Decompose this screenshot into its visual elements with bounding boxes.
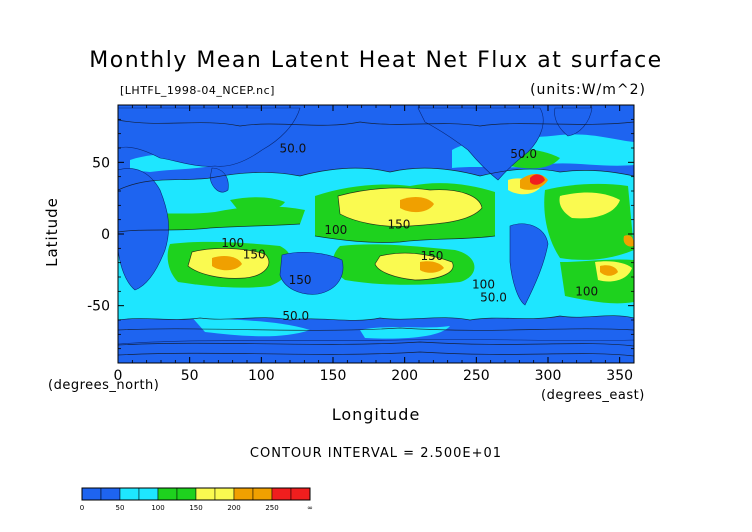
colorbar-swatch: [233, 487, 254, 501]
india: [209, 167, 229, 193]
contour-value-label: 50.0: [280, 141, 307, 155]
africa: [118, 168, 169, 291]
colorbar-frame: [81, 487, 311, 501]
x-tick-label: 250: [463, 368, 490, 384]
x-tick-label: 100: [248, 368, 275, 384]
colorbar-tick-label: 200: [227, 504, 240, 512]
antarctica: [118, 339, 634, 363]
x-tick-label: 0: [114, 368, 123, 384]
contour-value-label: 100: [324, 223, 347, 237]
units-label: (units:W/m^2): [530, 82, 646, 98]
eurasia: [118, 107, 301, 167]
colorbar-swatch: [290, 487, 311, 501]
colorbar-swatch: [176, 487, 197, 501]
x-axis-title: Longitude: [331, 405, 421, 424]
contour-value-label: 50.0: [480, 290, 507, 304]
contour-value-label: 150: [420, 249, 443, 263]
colorbar-swatch: [214, 487, 235, 501]
colorbar-swatch: [100, 487, 121, 501]
contour-value-label: 50.0: [282, 309, 309, 323]
colorbar-tick-label: 150: [189, 504, 202, 512]
y-tick-label: 50: [92, 155, 110, 171]
colorbar-tick-label: 100: [151, 504, 164, 512]
x-tick-label: 150: [320, 368, 347, 384]
colorbar-tick-label: ∞: [307, 504, 313, 512]
contour-value-label: 150: [243, 247, 266, 261]
contour-value-label: 100: [575, 285, 598, 299]
colorbar-swatch: [195, 487, 216, 501]
red-band: [530, 174, 545, 185]
contour-value-label: 100: [221, 236, 244, 250]
australia: [279, 251, 344, 295]
colorbar-tick-label: 50: [116, 504, 125, 512]
colorbar-swatch: [252, 487, 273, 501]
y-tick-label: -50: [87, 299, 110, 315]
colorbar: 0 50 100 150 200 250 ∞: [80, 487, 313, 512]
colorbar-swatch: [119, 487, 140, 501]
x-tick-label: 350: [606, 368, 633, 384]
y-axis: -50 0 50: [87, 118, 634, 350]
y-tick-label: 0: [101, 227, 110, 243]
x-tick-label: 300: [535, 368, 562, 384]
x-axis-units: (degrees_east): [541, 388, 645, 403]
colorbar-swatch: [138, 487, 159, 501]
x-axis: 0 50 100 150 200 250 300 350: [114, 105, 633, 384]
north-america: [417, 107, 544, 181]
contour-value-label: 50.0: [510, 147, 537, 161]
greenland: [554, 107, 593, 137]
land-masses: [118, 107, 634, 363]
colorbar-tick-label: 250: [265, 504, 278, 512]
contour-value-label: 100: [472, 277, 495, 291]
contour-interval-label: CONTOUR INTERVAL = 2.500E+01: [249, 446, 503, 461]
chart-title: Monthly Mean Latent Heat Net Flux at sur…: [89, 48, 663, 73]
colorbar-swatch: [157, 487, 178, 501]
contour-value-label: 150: [289, 273, 312, 287]
x-tick-label: 50: [181, 368, 199, 384]
colorbar-tick-label: 0: [80, 504, 84, 512]
colorbar-swatch: [271, 487, 292, 501]
contour-value-label: 150: [387, 217, 410, 231]
x-tick-label: 200: [391, 368, 418, 384]
y-axis-units: (degrees_north): [48, 378, 160, 393]
contour-lines: [118, 119, 634, 357]
colorbar-swatch: [81, 487, 102, 501]
south-america: [509, 223, 549, 306]
source-file-label: [LHTFL_1998-04_NCEP.nc]: [120, 84, 275, 97]
